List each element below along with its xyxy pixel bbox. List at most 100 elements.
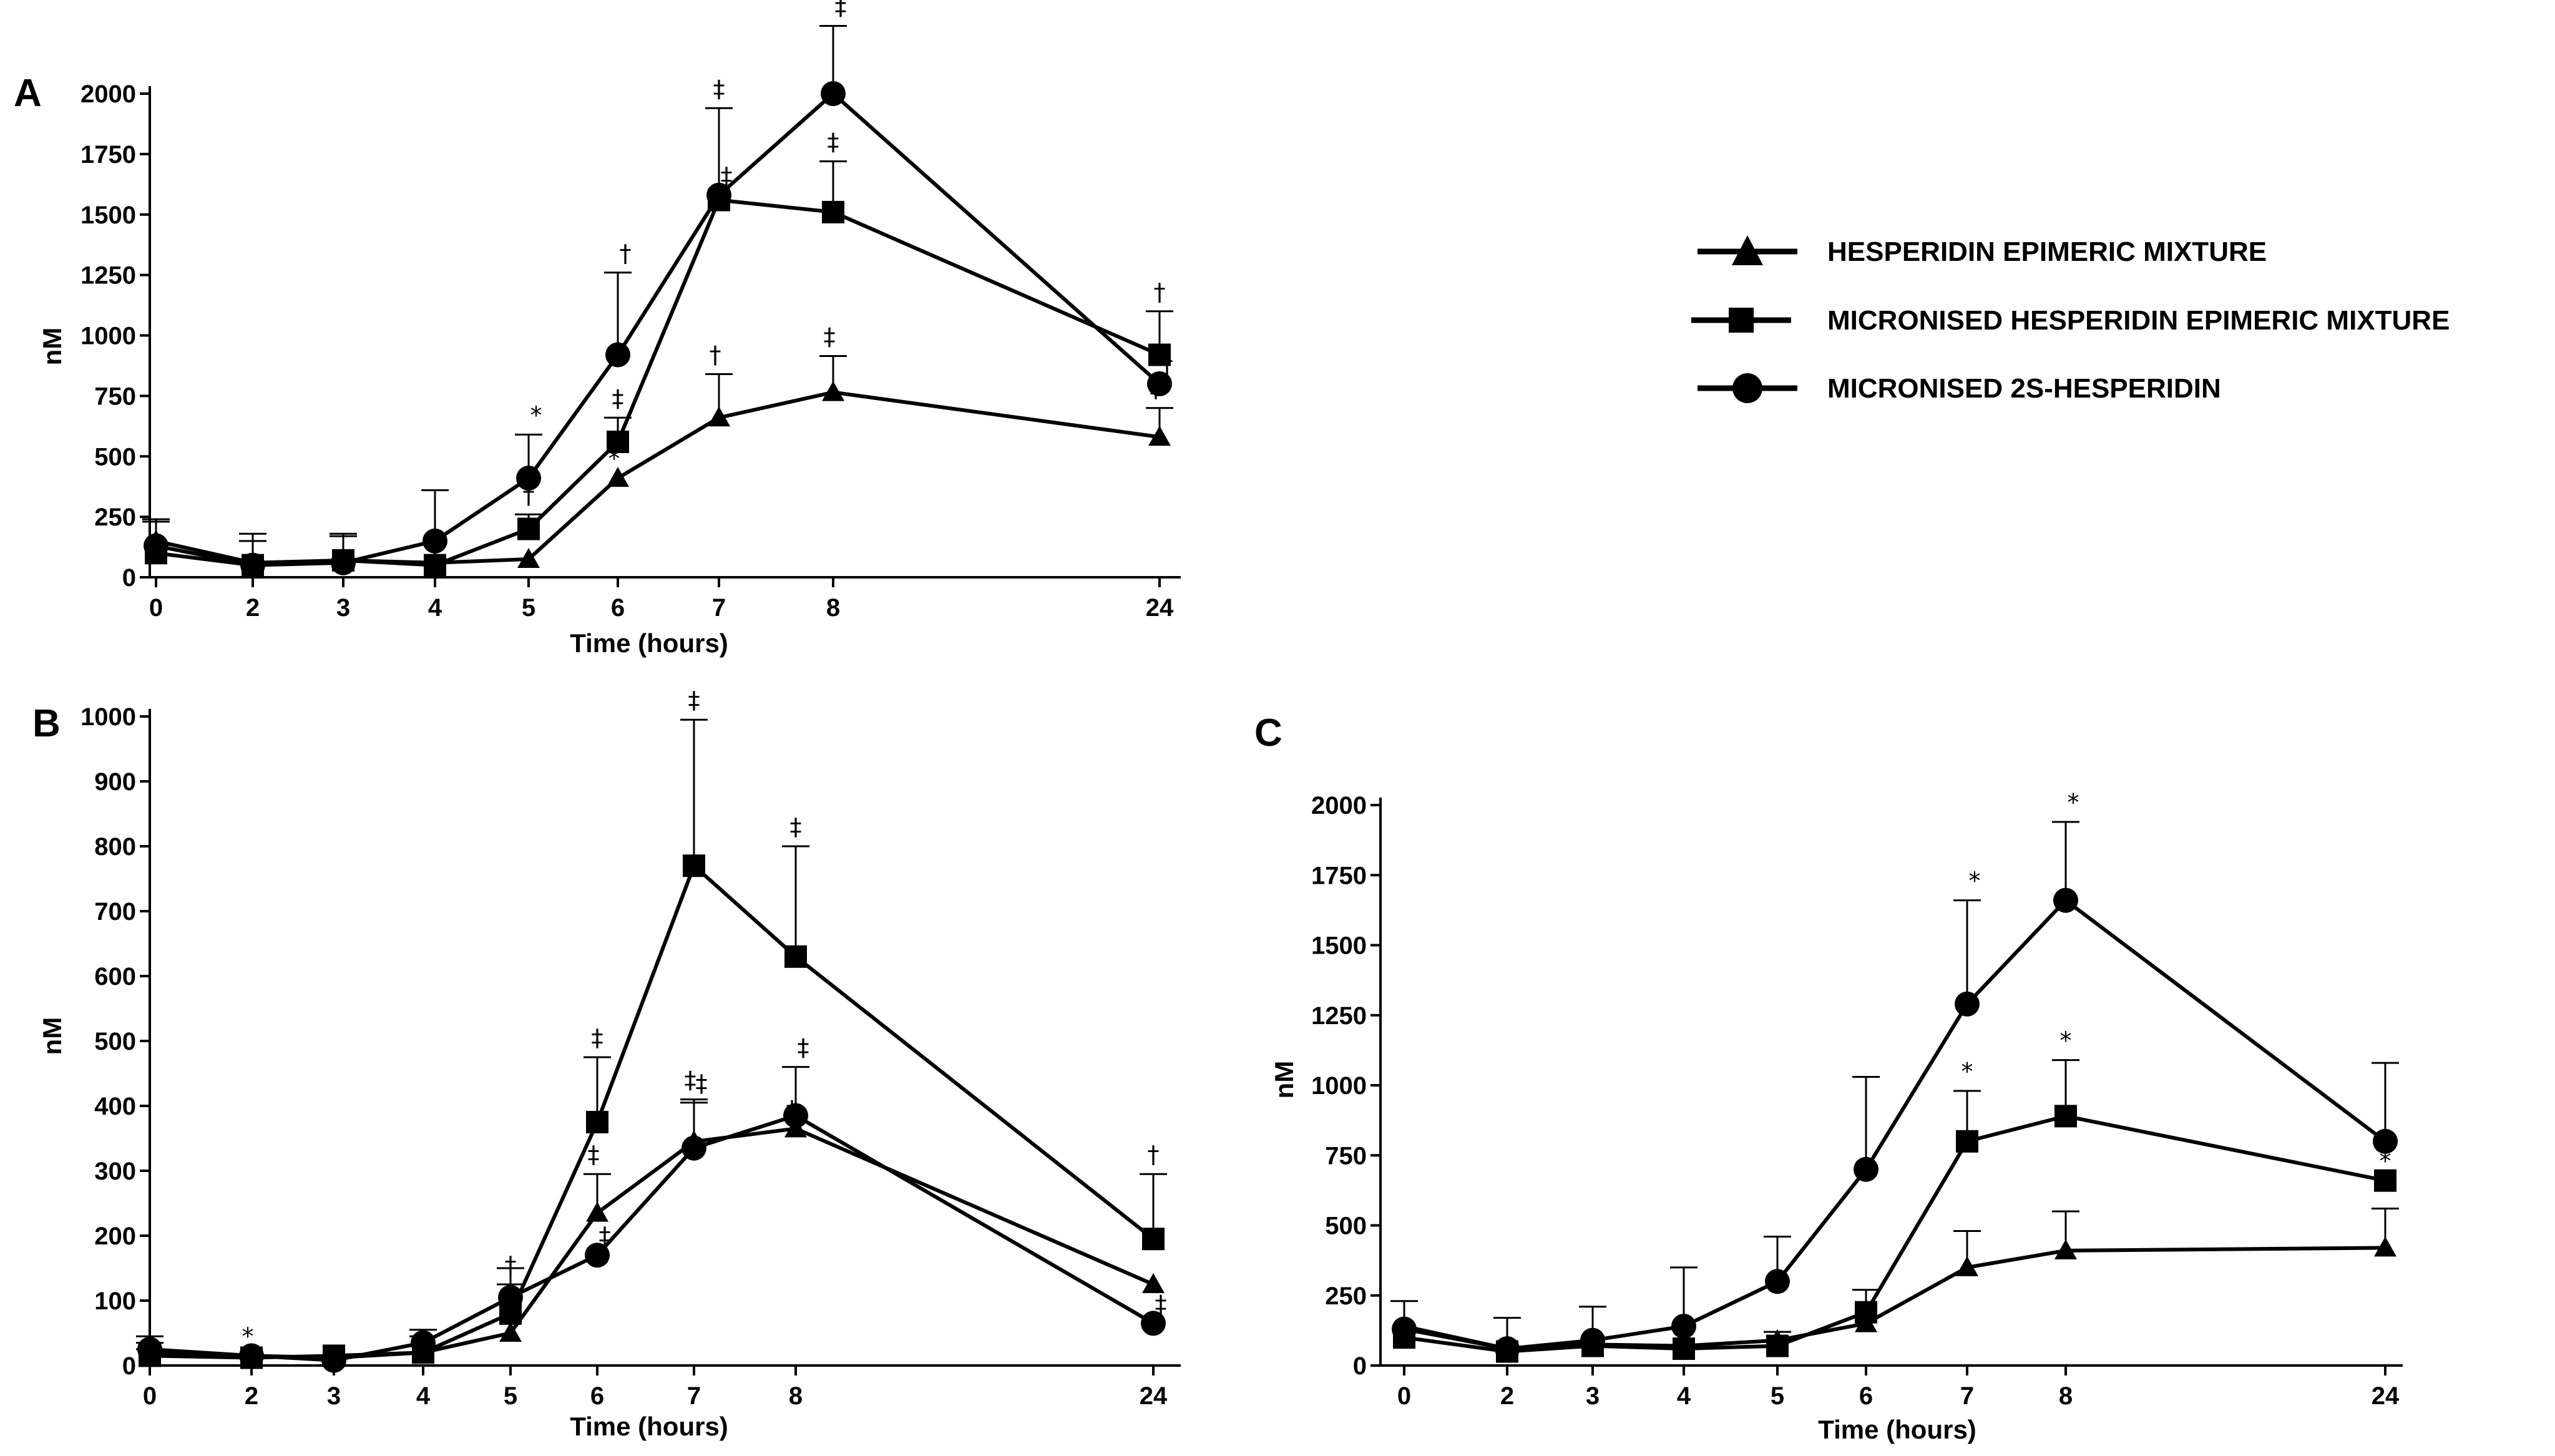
circle-marker	[681, 1135, 706, 1161]
significance-mark: ‡	[1155, 1290, 1167, 1317]
circle-marker	[585, 1243, 610, 1268]
square-marker	[424, 554, 446, 577]
significance-mark: †	[505, 1251, 517, 1279]
y-axis-title: nM	[1269, 1061, 1299, 1099]
legend-label: MICRONISED 2S-HESPERIDIN	[1827, 373, 2221, 404]
triangle-marker-icon	[1732, 235, 1763, 265]
x-tick-label: 24	[2372, 1382, 2400, 1410]
x-tick-label: 5	[522, 594, 535, 622]
significance-mark: ‡	[588, 1141, 600, 1168]
triangle-marker	[2374, 1236, 2396, 1257]
significance-mark: *	[530, 401, 542, 429]
significance-mark: ‡	[790, 813, 802, 841]
significance-mark: ‡	[835, 0, 847, 21]
panel-a: A 0 250 500 750 1000 1250 1500 1750 2000 0 2 3 4 5 6 7 8 2…	[14, 0, 1181, 658]
y-tick-label: 1750	[1311, 862, 1367, 889]
significance-mark: †	[1161, 351, 1173, 378]
y-tick-label: 100	[94, 1287, 136, 1315]
circle-marker	[498, 1284, 523, 1310]
significance-mark: ‡	[713, 75, 725, 102]
significance-mark: ‡	[685, 1067, 696, 1094]
x-axis-title: Time (hours)	[570, 628, 728, 658]
x-tick-label: 3	[336, 594, 350, 622]
circle-marker	[1580, 1327, 1605, 1353]
x-tick-label: 2	[246, 594, 260, 622]
x-tick-label: 24	[1140, 1382, 1168, 1410]
y-tick-label: 900	[94, 768, 136, 796]
square-marker	[1855, 1301, 1877, 1324]
y-axis-title: nM	[37, 328, 67, 366]
x-tick-label: 2	[1500, 1382, 1514, 1410]
x-tick-label: 4	[1677, 1382, 1691, 1410]
x-axis-title: Time (hours)	[570, 1412, 728, 1441]
square-marker	[517, 517, 540, 540]
square-marker	[2054, 1105, 2077, 1128]
x-tick-label: 7	[687, 1382, 701, 1410]
legend-item-square: MICRONISED HESPERIDIN EPIMERIC MIXTURE	[1691, 305, 2450, 336]
y-tick-label: 500	[94, 1028, 136, 1055]
significance-mark: ‡	[798, 1034, 809, 1062]
significance-mark: ‡	[612, 384, 624, 412]
x-tick-label: 3	[1586, 1382, 1600, 1410]
x-tick-label: 4	[416, 1382, 431, 1410]
panel-letter: A	[14, 72, 42, 115]
circle-marker	[1141, 1311, 1166, 1336]
triangle-marker	[2054, 1239, 2077, 1259]
x-tick-label: 2	[245, 1382, 258, 1410]
x-tick-label: 8	[826, 594, 840, 622]
legend-item-triangle: HESPERIDIN EPIMERIC MIXTURE	[1698, 235, 2267, 267]
x-tick-label: 24	[1146, 594, 1174, 622]
triangle-marker	[586, 1201, 608, 1222]
significance-mark: ‡	[721, 162, 733, 190]
y-tick-label: 1750	[81, 141, 136, 169]
legend-label: HESPERIDIN EPIMERIC MIXTURE	[1827, 237, 2267, 267]
significance-mark: ‡	[696, 1070, 708, 1097]
x-tick-label: 5	[1771, 1382, 1784, 1410]
circle-marker	[706, 182, 731, 208]
y-axis-title: nM	[37, 1017, 67, 1055]
x-tick-label: 8	[2059, 1382, 2073, 1410]
circle-marker	[137, 1337, 162, 1362]
circle-marker	[1495, 1336, 1520, 1362]
y-tick-label: 1250	[1311, 1002, 1367, 1030]
circle-marker	[240, 552, 265, 578]
significance-mark: †	[710, 341, 721, 369]
y-tick-label: 250	[94, 504, 136, 531]
circle-marker	[783, 1103, 808, 1128]
circle-marker	[411, 1330, 436, 1356]
significance-mark: †	[1148, 1141, 1160, 1168]
y-tick-label: 750	[1325, 1142, 1367, 1170]
y-tick-label: 0	[1353, 1352, 1367, 1380]
y-tick-label: 300	[94, 1158, 136, 1185]
circle-marker-icon	[1732, 373, 1762, 403]
y-tick-label: 1000	[81, 323, 136, 350]
x-tick-label: 3	[327, 1382, 341, 1410]
circle-marker	[821, 81, 846, 106]
triangle-marker	[1142, 1273, 1165, 1293]
significance-mark: *	[1969, 867, 1981, 895]
triangle-marker	[517, 547, 540, 568]
triangle-marker	[1956, 1256, 1978, 1276]
significance-mark: ‡	[599, 1222, 611, 1249]
x-tick-label: 6	[1859, 1382, 1873, 1410]
y-tick-label: 400	[94, 1093, 136, 1120]
y-tick-label: 800	[94, 833, 136, 861]
significance-mark: †	[620, 240, 632, 267]
x-tick-label: 5	[504, 1382, 517, 1410]
circle-marker	[1765, 1269, 1790, 1294]
y-tick-label: 2000	[81, 81, 136, 108]
significance-mark: *	[1961, 1058, 1973, 1085]
significance-mark: †	[1154, 278, 1166, 306]
y-tick-label: 250	[1325, 1283, 1367, 1310]
triangle-marker	[708, 406, 730, 427]
x-tick-label: 6	[590, 1382, 604, 1410]
significance-mark: *	[2068, 789, 2079, 816]
legend: HESPERIDIN EPIMERIC MIXTURE MICRONISED H…	[1691, 235, 2450, 404]
square-marker-icon	[1729, 308, 1754, 333]
y-tick-label: 2000	[1311, 792, 1367, 819]
y-tick-label: 1000	[1311, 1072, 1367, 1100]
y-tick-label: 1500	[1311, 932, 1367, 960]
panel-c: C 0 250 500 750 1000 1250 1500 1750 2000 0 2 3 4 5 6 7 8 2…	[1254, 711, 2403, 1444]
